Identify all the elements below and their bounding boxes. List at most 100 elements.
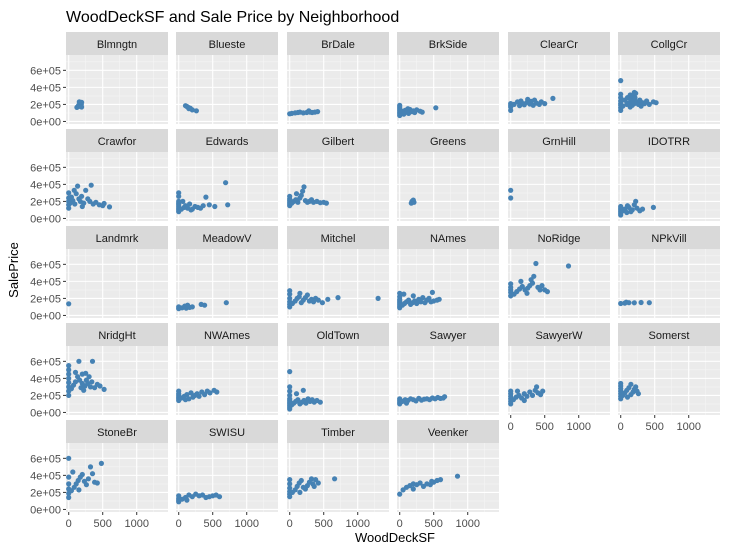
data-point	[66, 455, 72, 461]
facet-panel-Sawyer: Sawyer	[397, 323, 499, 415]
facet-strip-label: Blmngtn	[97, 39, 137, 51]
data-point	[524, 290, 530, 296]
data-point	[182, 397, 189, 403]
panel-background	[618, 55, 720, 124]
facet-panel-CollgCr: CollgCr	[618, 32, 720, 124]
facet-strip-label: MeadowV	[203, 233, 253, 245]
y-tick-label: 0e+00	[30, 213, 61, 225]
facet-strip	[287, 226, 389, 249]
facet-panel-NWAmes: NWAmes	[176, 323, 278, 415]
facet-strip	[66, 226, 168, 249]
y-tick-label: 0e+00	[30, 116, 61, 128]
data-point	[631, 300, 637, 306]
data-point	[97, 383, 103, 389]
data-point	[87, 384, 94, 390]
data-point	[293, 191, 300, 197]
facet-strip-label: SWISU	[209, 427, 245, 439]
data-point	[335, 295, 341, 301]
data-point	[66, 371, 72, 377]
facet-strip-label: Timber	[321, 427, 355, 439]
y-axis-title: SalePrice	[6, 242, 21, 298]
x-tick-label: 500	[536, 421, 554, 433]
x-axis-title: WoodDeckSF	[355, 530, 435, 545]
facet-strip-label: Greens	[430, 136, 467, 148]
data-point	[295, 397, 301, 403]
data-point	[633, 198, 639, 204]
facet-strip	[287, 32, 389, 55]
facet-strip-label: IDOTRR	[648, 136, 690, 148]
x-tick-label: 0	[618, 421, 624, 433]
data-point	[624, 203, 631, 209]
data-point	[200, 203, 206, 209]
y-tick-label: 2e+05	[30, 293, 61, 305]
data-point	[437, 477, 444, 483]
data-point	[79, 371, 85, 377]
facet-strip	[397, 129, 499, 152]
facet-strip	[176, 32, 278, 55]
data-point	[101, 386, 107, 392]
data-point	[420, 295, 426, 301]
data-point	[202, 302, 208, 308]
y-tick-label: 0e+00	[30, 407, 61, 419]
y-tick-label: 4e+05	[30, 82, 61, 94]
data-point	[632, 95, 638, 101]
facet-panel-Greens: Greens	[397, 129, 499, 221]
data-point	[633, 384, 639, 390]
data-point	[530, 102, 536, 108]
facet-panel-BrDale: BrDale	[287, 32, 389, 124]
data-point	[202, 392, 208, 398]
y-tick-label: 6e+05	[30, 356, 61, 368]
panel-background	[508, 346, 610, 415]
facet-strip	[176, 226, 278, 249]
y-tick-label: 2e+05	[30, 99, 61, 111]
panel-background	[618, 346, 720, 415]
data-point	[638, 299, 644, 306]
panel-background	[397, 249, 499, 318]
facet-strip	[508, 323, 610, 346]
x-tick-label: 0	[397, 518, 403, 530]
data-point	[76, 358, 82, 364]
data-point	[223, 300, 229, 306]
facet-panel-NoRidge: NoRidge	[508, 226, 610, 318]
data-point	[101, 200, 107, 207]
facet-strip	[287, 323, 389, 346]
facet-strip-label: Sawyer	[430, 330, 467, 342]
data-point	[618, 300, 624, 307]
data-point	[401, 291, 407, 297]
data-point	[287, 392, 293, 398]
data-point	[303, 400, 309, 406]
facet-panel-Somerst: Somerst 0 500 1000	[618, 323, 720, 433]
data-point	[85, 476, 91, 482]
facet-strip-label: GrnHill	[542, 136, 576, 148]
data-point	[83, 482, 89, 488]
data-point	[325, 296, 331, 302]
data-point	[508, 187, 514, 193]
facet-strip-label: OldTown	[317, 330, 360, 342]
y-tick-label: 0e+00	[30, 504, 61, 516]
facet-strip-label: NridgHt	[98, 330, 135, 342]
facet-strip	[397, 420, 499, 443]
facet-panels: Blmngtn 0e+00 2e+05 4e+05 6e+05 Blueste BrDale…	[30, 32, 720, 530]
data-point	[66, 481, 72, 487]
facet-strip-label: Blueste	[209, 39, 246, 51]
data-point	[521, 397, 527, 404]
data-point	[86, 374, 92, 380]
facet-panel-Mitchel: Mitchel	[287, 226, 389, 318]
data-point	[442, 394, 448, 400]
data-point	[72, 201, 78, 207]
data-point	[79, 203, 85, 210]
data-point	[311, 483, 317, 489]
facet-strip	[508, 129, 610, 152]
data-point	[397, 491, 403, 497]
data-point	[629, 207, 635, 213]
data-point	[88, 182, 94, 188]
facet-panel-SWISU: SWISU 0 500 1000	[176, 420, 278, 530]
facet-strip	[618, 129, 720, 152]
panel-background	[508, 55, 610, 124]
facet-strip-label: NAmes	[430, 233, 467, 245]
data-point	[414, 300, 420, 307]
data-point	[397, 102, 403, 108]
data-point	[203, 194, 209, 200]
data-point	[332, 476, 338, 482]
data-point	[301, 184, 307, 190]
